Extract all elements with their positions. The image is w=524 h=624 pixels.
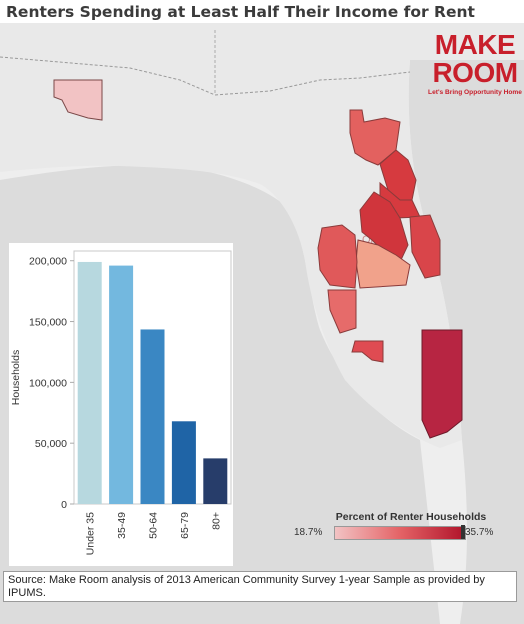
x-tick-label: 50-64: [148, 512, 160, 539]
y-axis-label: Households: [10, 350, 22, 405]
y-tick-label: 0: [61, 499, 67, 511]
make-room-logo: MAKE ROOM Let's Bring Opportunity Home: [428, 29, 522, 97]
bar-chart-svg: 0 50,000 100,000 150,000 200,000 Households Un…: [10, 250, 232, 555]
region-sarasota[interactable]: [327, 289, 357, 334]
x-tick-label: Under 35: [85, 512, 97, 555]
logo-word-room: ROOM: [432, 57, 518, 88]
x-tick-label: 35-49: [116, 512, 128, 539]
logo-tagline: Let's Bring Opportunity Home: [428, 89, 522, 96]
legend-color-ramp[interactable]: [334, 525, 466, 540]
age-bar-chart: 0 50,000 100,000 150,000 200,000 Households Un…: [9, 243, 233, 566]
y-tick-label: 150,000: [29, 317, 67, 329]
logo-word-make: MAKE: [434, 29, 516, 60]
y-tick-label: 100,000: [29, 377, 67, 389]
bar[interactable]: [77, 261, 102, 504]
legend-title: Percent of Renter Households: [335, 511, 487, 523]
atlantic-ocean: [408, 60, 524, 624]
y-tick-label: 50,000: [35, 438, 67, 450]
y-tick-label: 200,000: [29, 256, 67, 268]
region-fort-myers[interactable]: [351, 340, 384, 363]
region-south-florida[interactable]: [421, 329, 463, 439]
legend-max-label: 35.7%: [465, 527, 494, 538]
region-tampa[interactable]: [317, 224, 358, 289]
source-note: Source: Make Room analysis of 2013 Ameri…: [3, 571, 517, 602]
bar[interactable]: [140, 329, 165, 504]
chart-title: Renters Spending at Least Half Their Inc…: [6, 3, 475, 21]
state-border: [0, 56, 411, 96]
x-tick-label: 65-79: [179, 512, 191, 539]
legend-min-label: 18.7%: [294, 527, 323, 538]
x-tick-label: 80+: [210, 512, 222, 530]
region-panhandle-west[interactable]: [53, 79, 103, 121]
region-space-coast[interactable]: [409, 214, 441, 279]
legend-marker: [461, 525, 465, 539]
bar[interactable]: [109, 265, 134, 504]
bar[interactable]: [203, 458, 228, 504]
bar[interactable]: [171, 421, 196, 504]
